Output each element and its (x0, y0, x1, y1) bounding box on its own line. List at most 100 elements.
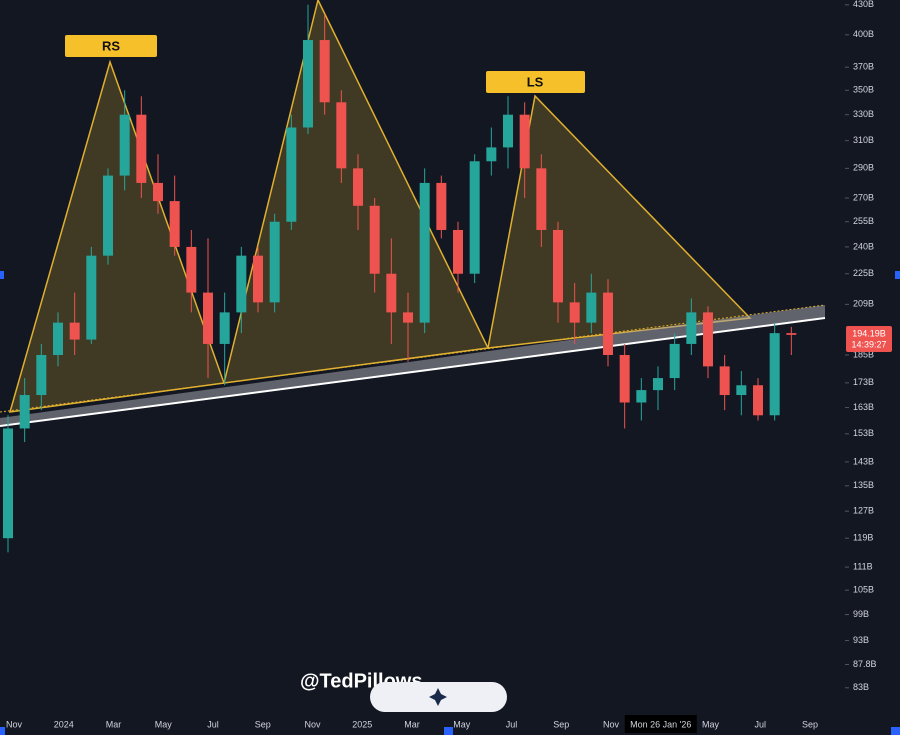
x-tick-label: May (155, 719, 173, 729)
y-tick-label: 105B (853, 585, 874, 595)
y-tick-label: 127B (853, 506, 874, 516)
candle-body (269, 221, 280, 303)
candle-body (436, 182, 447, 230)
x-tick-label: Mon 26 Jan '26 (630, 719, 691, 729)
y-tick-label: 430B (853, 0, 874, 9)
sparkle-icon (429, 688, 447, 706)
y-tick-label: 173B (853, 377, 874, 387)
annotation: RS (102, 38, 120, 53)
candle-body (519, 114, 530, 169)
y-tick-label: 330B (853, 109, 874, 119)
x-tick-label: Nov (603, 719, 620, 729)
y-tick-label: 370B (853, 62, 874, 72)
candle-body (753, 385, 763, 416)
x-tick-label: Nov (6, 719, 23, 729)
candle-body (503, 114, 513, 148)
y-tick-label: 143B (853, 456, 874, 466)
candle-body (369, 205, 380, 274)
candle-body (69, 322, 80, 340)
handle (891, 727, 900, 735)
annotation: LS (527, 74, 544, 89)
y-tick-label: 400B (853, 29, 874, 39)
candle-body (736, 385, 747, 396)
candle-body (569, 302, 580, 323)
candle-body (119, 114, 130, 176)
neckline-band (0, 305, 825, 426)
y-tick-label: 185B (853, 349, 874, 359)
candle-body (586, 292, 597, 323)
candle-body (236, 255, 247, 313)
candle-body (103, 175, 113, 256)
ls-box (486, 71, 585, 93)
y-tick-label: 153B (853, 428, 874, 438)
candle-body (786, 333, 797, 335)
price-axis: 430B 400B 370B 350B 330B 310B 290B 270B 255B 240B… (845, 0, 877, 692)
candle-body (19, 395, 30, 429)
handle (0, 271, 4, 279)
handle (0, 727, 5, 735)
x-tick-label: Sep (802, 719, 818, 729)
candle-body (253, 255, 263, 303)
x-tick-label: May (702, 719, 720, 729)
x-tick-label: Jul (754, 719, 766, 729)
candle-body (719, 366, 730, 396)
candle-body (153, 182, 163, 202)
candle-body (303, 40, 313, 128)
candle-body (286, 127, 297, 222)
candle-body (169, 201, 180, 247)
candle-body (219, 312, 230, 344)
x-tick-label: Sep (553, 719, 569, 729)
x-tick-label: Mar (106, 719, 122, 729)
y-tick-label: 310B (853, 135, 874, 145)
candle-body (419, 182, 430, 323)
candle-body (203, 292, 213, 344)
candle-body (386, 273, 397, 313)
candle-body (653, 378, 663, 391)
y-tick-label: 83B (853, 682, 869, 692)
candle-body (3, 428, 13, 539)
countdown: 14:39:27 (851, 339, 886, 349)
rs-box (65, 35, 157, 57)
crosshair-label-bg (624, 715, 697, 733)
candle-body (319, 40, 330, 103)
candle-body (353, 168, 363, 206)
y-tick-label: 135B (853, 480, 874, 490)
y-tick-label: 350B (853, 85, 874, 95)
candle-body (403, 312, 413, 323)
candle-body (469, 161, 480, 274)
y-tick-label: 93B (853, 635, 869, 645)
candle-body (619, 354, 630, 403)
rs-triangle (8, 59, 226, 413)
price-axis-bg (845, 0, 900, 712)
y-tick-label: 290B (853, 163, 874, 173)
x-tick-label: May (453, 719, 471, 729)
y-tick-label: 209B (853, 299, 874, 309)
candle-body (686, 312, 697, 344)
candle-body (636, 390, 647, 403)
y-tick-label: 111B (853, 561, 873, 571)
y-tick-label: 119B (853, 533, 873, 543)
candle-body (86, 255, 97, 340)
x-tick-label: Jul (506, 719, 518, 729)
x-tick-label: Sep (255, 719, 271, 729)
candle-body (453, 229, 463, 274)
handle (444, 727, 453, 735)
candles (3, 4, 797, 553)
candle-body (336, 102, 347, 169)
x-tick-label: Jul (207, 719, 219, 729)
y-tick-label: 240B (853, 241, 874, 251)
candle-body (553, 229, 563, 303)
time-axis: Nov 2024 Mar May Jul Sep Nov 2025 Mar May Jul Sep No… (0, 714, 900, 735)
y-tick-label: 270B (853, 192, 874, 202)
candle-body (669, 343, 680, 379)
x-tick-label: Nov (304, 719, 321, 729)
candle-body (136, 114, 147, 183)
x-tick-label: 2025 (352, 719, 372, 729)
candle-body (186, 246, 197, 293)
y-tick-label: 99B (853, 609, 869, 619)
x-tick-label: 2024 (54, 719, 74, 729)
candle-body (53, 322, 63, 355)
y-tick-label: 87.8B (853, 659, 877, 669)
